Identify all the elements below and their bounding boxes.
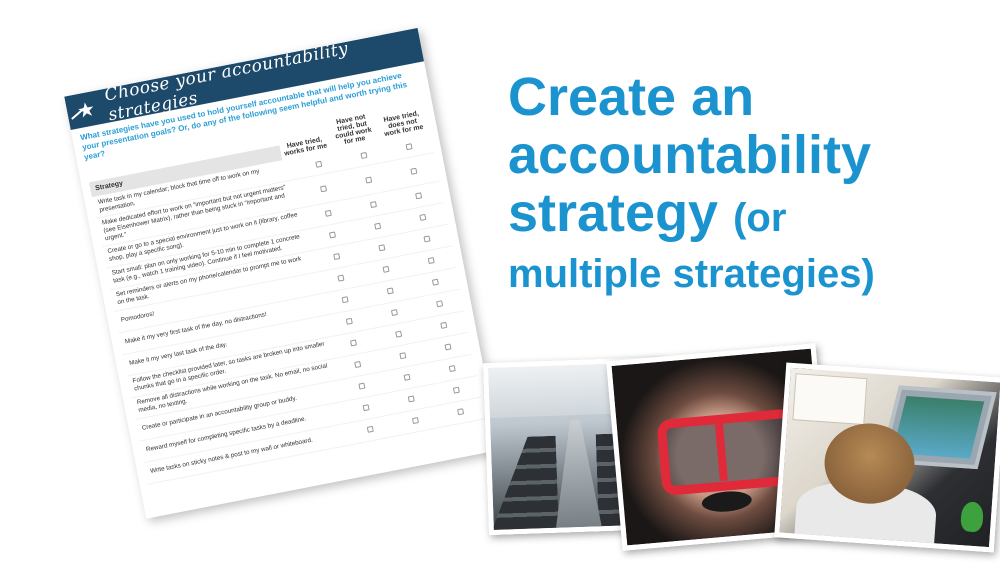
checkbox — [429, 361, 475, 376]
plant-icon — [960, 501, 985, 533]
stressed-worker-photo — [774, 362, 1000, 553]
headline: Create an accountability strategy (or mu… — [508, 68, 988, 301]
checkbox — [412, 275, 458, 290]
checkbox — [371, 305, 417, 320]
checkbox — [391, 164, 437, 179]
headline-line-3-small: (or — [733, 196, 787, 240]
checkbox — [343, 400, 389, 415]
checkbox — [392, 413, 438, 428]
checkbox — [322, 292, 368, 307]
checkbox — [404, 232, 450, 247]
checkbox — [416, 297, 462, 312]
checkbox — [346, 172, 392, 187]
shooting-star-icon: ★ — [75, 98, 98, 124]
planner-icon — [792, 373, 868, 426]
headline-line-3-main: strategy — [508, 183, 719, 243]
checkbox — [355, 219, 401, 234]
checkbox — [300, 181, 346, 196]
checkbox — [347, 422, 393, 437]
headline-line-2: accountability — [508, 125, 872, 185]
checkbox — [400, 210, 446, 225]
checkbox — [341, 148, 387, 163]
checkbox — [386, 139, 432, 154]
checkbox — [388, 392, 434, 407]
worksheet-page: ★ Choose your accountability strategies … — [64, 27, 500, 519]
checkbox — [376, 327, 422, 342]
checkbox — [339, 379, 385, 394]
checkbox — [367, 284, 413, 299]
checkbox — [330, 336, 376, 351]
checkbox — [359, 241, 405, 256]
checkbox — [433, 383, 479, 398]
checkbox — [326, 314, 372, 329]
checkbox — [363, 262, 409, 277]
checkbox — [396, 189, 442, 204]
checkbox — [314, 249, 360, 264]
headline-line-3: strategy (or — [508, 184, 988, 247]
checkbox — [437, 404, 483, 419]
checkbox — [380, 348, 426, 363]
headline-line-4: multiple strategies) — [508, 252, 875, 296]
checkbox — [305, 206, 351, 221]
checkbox — [335, 357, 381, 372]
checkbox — [425, 340, 471, 355]
checkbox — [421, 318, 467, 333]
worksheet-image: ★ Choose your accountability strategies … — [60, 6, 500, 519]
headline-line-1: Create an — [508, 67, 755, 127]
checkbox — [384, 370, 430, 385]
checkbox — [408, 253, 454, 268]
checkbox — [296, 156, 342, 171]
checkbox — [318, 271, 364, 286]
checkbox — [350, 197, 396, 212]
checkbox — [309, 228, 355, 243]
